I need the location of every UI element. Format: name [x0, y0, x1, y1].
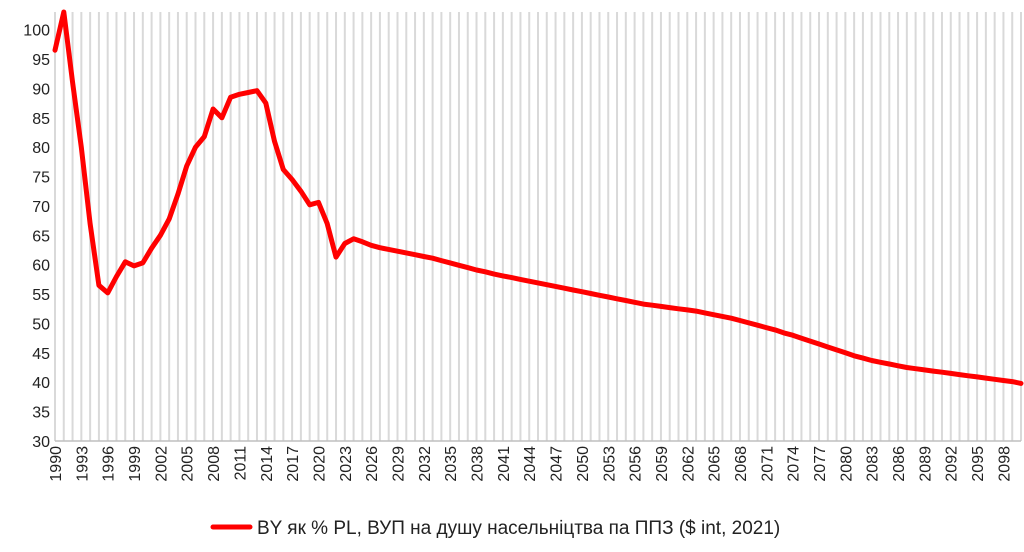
legend-label: BY як % PL, ВУП на душу насельніцтва па … [257, 518, 780, 539]
x-tick-label: 2020 [311, 446, 328, 482]
y-tick-label: 35 [32, 405, 50, 422]
x-tick-label: 2029 [390, 446, 407, 482]
x-tick-label: 2008 [206, 446, 223, 482]
y-tick-label: 95 [32, 52, 50, 69]
y-tick-label: 45 [32, 346, 50, 363]
x-tick-label: 2056 [628, 446, 645, 482]
x-tick-label: 2044 [522, 446, 539, 482]
y-tick-label: 85 [32, 111, 50, 128]
x-tick-label: 2038 [470, 446, 487, 482]
x-axis-tick-labels: 1990 1993 1996 1999 2002 2005 2008 2011 2014 2017… [48, 446, 1013, 482]
x-tick-label: 2026 [364, 446, 381, 482]
x-tick-label: 2062 [680, 446, 697, 482]
x-tick-label: 2035 [443, 446, 460, 482]
x-tick-label: 2083 [865, 446, 882, 482]
series-line [52, 9, 1024, 386]
x-tick-label: 2074 [786, 446, 803, 482]
x-tick-label: 1990 [48, 446, 65, 482]
x-tick-label: 2023 [338, 446, 355, 482]
x-tick-label: 2002 [153, 446, 170, 482]
y-tick-label: 40 [32, 375, 50, 392]
x-tick-label: 2068 [733, 446, 750, 482]
x-tick-label: 2005 [180, 446, 197, 482]
y-tick-label: 100 [23, 23, 50, 40]
y-tick-label: 75 [32, 170, 50, 187]
x-tick-label: 2017 [285, 446, 302, 482]
x-tick-label: 2041 [496, 446, 513, 482]
x-tick-label: 1999 [127, 446, 144, 482]
vertical-gridlines [54, 12, 1022, 441]
x-tick-label: 2047 [549, 446, 566, 482]
x-tick-label: 2032 [417, 446, 434, 482]
x-tick-label: 2071 [759, 446, 776, 482]
y-tick-label: 80 [32, 140, 50, 157]
y-tick-label: 55 [32, 287, 50, 304]
x-tick-label: 2098 [996, 446, 1013, 482]
y-tick-label: 65 [32, 228, 50, 245]
y-tick-label: 90 [32, 81, 50, 98]
legend: BY як % PL, ВУП на душу насельніцтва па … [210, 518, 780, 539]
y-tick-label: 30 [32, 434, 50, 451]
x-tick-label: 2053 [601, 446, 618, 482]
y-tick-label: 50 [32, 316, 50, 333]
x-tick-label: 2080 [838, 446, 855, 482]
x-tick-label: 2014 [259, 446, 276, 482]
y-axis-tick-labels: 30 35 40 45 50 55 60 65 70 75 80 85 90 95 100 [23, 23, 50, 451]
x-tick-label: 2092 [944, 446, 961, 482]
x-tick-label: 1996 [101, 446, 118, 482]
y-tick-label: 60 [32, 258, 50, 275]
x-tick-label: 2050 [575, 446, 592, 482]
x-tick-label: 1993 [74, 446, 91, 482]
x-tick-label: 2077 [812, 446, 829, 482]
series-layer [52, 9, 1024, 386]
x-tick-label: 2089 [917, 446, 934, 482]
y-tick-label: 70 [32, 199, 50, 216]
x-tick-label: 2065 [707, 446, 724, 482]
x-tick-label: 2011 [232, 446, 249, 481]
x-tick-label: 2086 [891, 446, 908, 482]
x-tick-label: 2095 [970, 446, 987, 482]
x-tick-label: 2059 [654, 446, 671, 482]
